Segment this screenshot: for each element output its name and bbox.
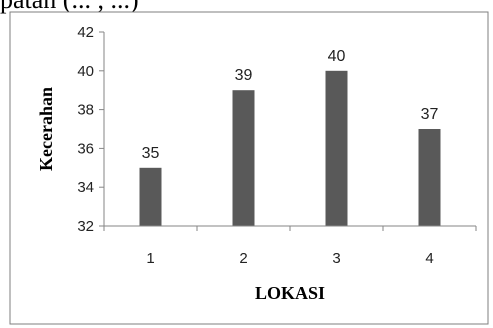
- y-tick-label-1: 34: [77, 179, 94, 196]
- x-tick-label-3: 3: [332, 250, 340, 267]
- bars: [139, 70, 441, 226]
- bar-3: [325, 70, 348, 226]
- y-tick-label-2: 36: [77, 140, 94, 157]
- x-tick-label-1: 1: [146, 250, 154, 267]
- x-tick-label-2: 2: [239, 250, 247, 267]
- data-label-2: 39: [235, 67, 253, 84]
- y-tick-label-4: 40: [77, 63, 94, 80]
- y-tick-label-0: 32: [77, 218, 94, 235]
- y-tick-label-3: 38: [77, 102, 94, 119]
- data-label-3: 40: [328, 48, 346, 65]
- y-axis-title: Kecerahan: [36, 87, 56, 171]
- bar-2: [232, 90, 255, 226]
- data-label-4: 37: [421, 106, 439, 123]
- bar-1: [139, 167, 162, 226]
- partial-caption: patan (... , ...): [0, 0, 493, 15]
- y-axis-ticks: 32 34 36 38 40 42: [77, 24, 104, 235]
- data-label-1: 35: [142, 145, 160, 162]
- bar-4: [418, 129, 441, 226]
- x-axis-title: LOKASI: [255, 283, 325, 303]
- data-labels: 35 39 40 37: [142, 48, 439, 162]
- x-axis-ticks: 1 2 3 4: [103, 226, 477, 267]
- x-tick-label-4: 4: [425, 250, 433, 267]
- y-tick-label-5: 42: [77, 24, 94, 41]
